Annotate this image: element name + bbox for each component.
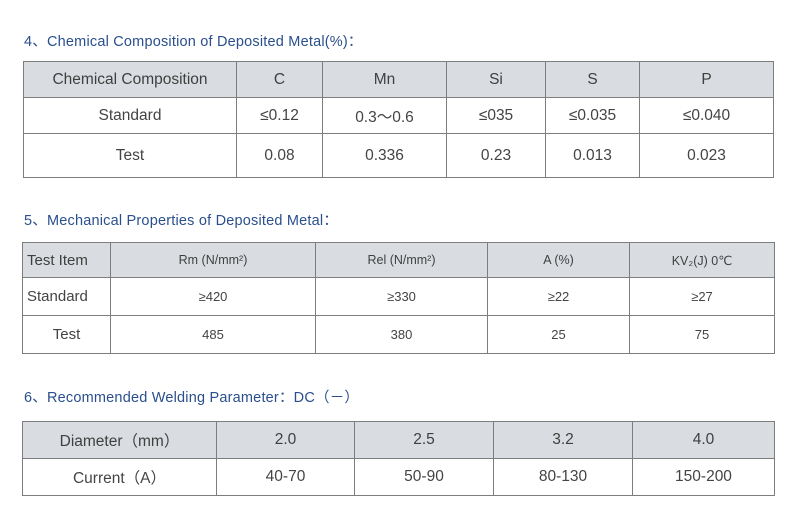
table-cell: ≤0.12 xyxy=(236,97,323,134)
header-cell: S xyxy=(545,61,640,98)
table-cell: 0.023 xyxy=(639,133,774,178)
table-cell: 0.336 xyxy=(322,133,447,178)
table-cell: ≤035 xyxy=(446,97,546,134)
section-5-heading: 5、Mechanical Properties of Deposited Met… xyxy=(24,213,339,229)
header-cell: C xyxy=(236,61,323,98)
row-label: Current（A） xyxy=(22,458,217,496)
table-cell: 75 xyxy=(629,315,775,354)
row-label: Test xyxy=(23,133,237,178)
table-cell: 40-70 xyxy=(216,458,355,496)
row-label: Standard xyxy=(23,97,237,134)
table-header-row: Diameter（mm） 2.0 2.5 3.2 4.0 xyxy=(22,421,775,459)
table-cell: 50-90 xyxy=(354,458,494,496)
header-cell: 2.0 xyxy=(216,421,355,459)
section-4-heading: 4、Chemical Composition of Deposited Meta… xyxy=(24,34,363,50)
table-cell: 25 xyxy=(487,315,630,354)
table-cell: 80-130 xyxy=(493,458,633,496)
table-cell: 0.23 xyxy=(446,133,546,178)
chemical-composition-table: Chemical Composition C Mn Si S P Standar… xyxy=(23,61,774,178)
table-header-row: Chemical Composition C Mn Si S P xyxy=(23,61,774,98)
mechanical-properties-table: Test Item Rm (N/mm²) Rel (N/mm²) A (%) K… xyxy=(22,242,775,354)
table-cell: ≤0.035 xyxy=(545,97,640,134)
header-cell: Rel (N/mm²) xyxy=(315,242,488,278)
table-cell: 0.013 xyxy=(545,133,640,178)
header-cell: Mn xyxy=(322,61,447,98)
header-cell: KV₂(J) 0℃ xyxy=(629,242,775,278)
table-row: Standard ≥420 ≥330 ≥22 ≥27 xyxy=(22,277,775,316)
table-header-row: Test Item Rm (N/mm²) Rel (N/mm²) A (%) K… xyxy=(22,242,775,278)
table-cell: 150-200 xyxy=(632,458,775,496)
table-cell: ≥27 xyxy=(629,277,775,316)
header-cell: Si xyxy=(446,61,546,98)
header-cell: P xyxy=(639,61,774,98)
table-row: Current（A） 40-70 50-90 80-130 150-200 xyxy=(22,458,775,496)
header-cell: Test Item xyxy=(22,242,111,278)
table-cell: 0.3～0.6 xyxy=(322,97,447,134)
table-cell: ≥420 xyxy=(110,277,316,316)
table-cell: ≥22 xyxy=(487,277,630,316)
table-cell: ≥330 xyxy=(315,277,488,316)
header-cell: 3.2 xyxy=(493,421,633,459)
header-cell: Chemical Composition xyxy=(23,61,237,98)
header-cell: 2.5 xyxy=(354,421,494,459)
row-label: Test xyxy=(22,315,111,354)
table-row: Test 485 380 25 75 xyxy=(22,315,775,354)
table-cell: ≤0.040 xyxy=(639,97,774,134)
welding-parameter-table: Diameter（mm） 2.0 2.5 3.2 4.0 Current（A） … xyxy=(22,421,775,496)
header-cell: A (%) xyxy=(487,242,630,278)
table-cell: 380 xyxy=(315,315,488,354)
table-cell: 485 xyxy=(110,315,316,354)
table-cell: 0.08 xyxy=(236,133,323,178)
header-cell: Diameter（mm） xyxy=(22,421,217,459)
header-cell: 4.0 xyxy=(632,421,775,459)
header-cell: Rm (N/mm²) xyxy=(110,242,316,278)
section-6-heading: 6、Recommended Welding Parameter：DC（－） xyxy=(24,390,360,406)
table-row: Test 0.08 0.336 0.23 0.013 0.023 xyxy=(23,133,774,178)
table-row: Standard ≤0.12 0.3～0.6 ≤035 ≤0.035 ≤0.04… xyxy=(23,97,774,134)
row-label: Standard xyxy=(22,277,111,316)
